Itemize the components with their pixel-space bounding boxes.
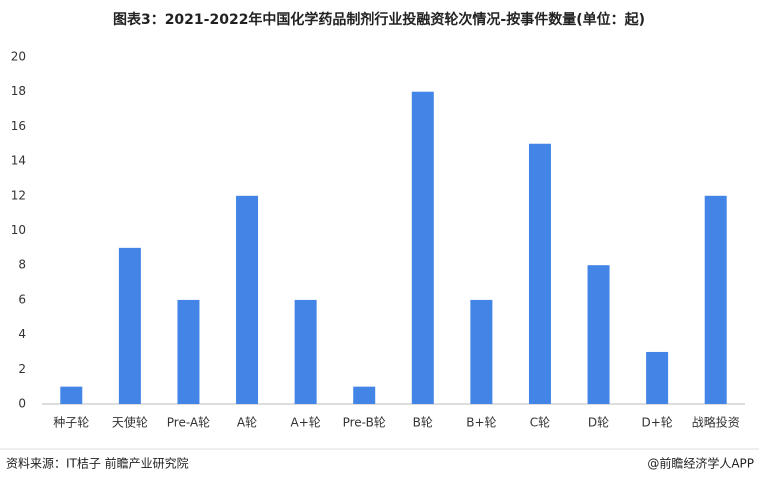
y-tick-label: 18 (11, 84, 26, 98)
bar (353, 386, 376, 404)
x-tick-label: C轮 (530, 416, 550, 430)
bar (60, 386, 83, 404)
x-tick-label: 天使轮 (112, 415, 148, 430)
bar (470, 299, 493, 404)
x-tick-label: B+轮 (466, 416, 496, 430)
bar (646, 351, 669, 404)
x-tick-label: Pre-A轮 (167, 416, 210, 430)
y-tick-label: 14 (11, 154, 26, 168)
x-tick-label: D+轮 (641, 416, 672, 430)
y-tick-label: 6 (18, 292, 26, 306)
bar (528, 143, 551, 404)
credit: @前瞻经济学人APP (647, 456, 754, 471)
x-tick-label: Pre-B轮 (343, 416, 386, 430)
x-tick-label: D轮 (588, 416, 609, 430)
y-tick-label: 2 (18, 362, 26, 376)
y-tick-label: 12 (11, 188, 26, 202)
y-tick-label: 0 (18, 397, 26, 411)
bar (177, 299, 200, 404)
x-tick-label: A+轮 (290, 416, 320, 430)
x-tick-label: 战略投资 (692, 415, 740, 430)
y-tick-label: 4 (18, 327, 26, 341)
bar (236, 195, 259, 404)
bar (118, 247, 141, 404)
bar (411, 91, 434, 404)
y-tick-label: 16 (11, 119, 26, 133)
bar (294, 299, 317, 404)
x-tick-label: A轮 (237, 416, 257, 430)
bar (704, 195, 727, 404)
chart-title: 图表3：2021-2022年中国化学药品制剂行业投融资轮次情况-按事件数量(单位… (113, 11, 645, 28)
y-tick-label: 20 (11, 50, 26, 64)
y-tick-label: 8 (18, 258, 26, 272)
source: 资料来源：IT桔子 前瞻产业研究院 (6, 456, 189, 471)
y-tick-label: 10 (11, 223, 26, 237)
x-tick-label: 种子轮 (53, 416, 89, 430)
x-tick-label: B轮 (413, 416, 433, 430)
bar (587, 265, 610, 404)
